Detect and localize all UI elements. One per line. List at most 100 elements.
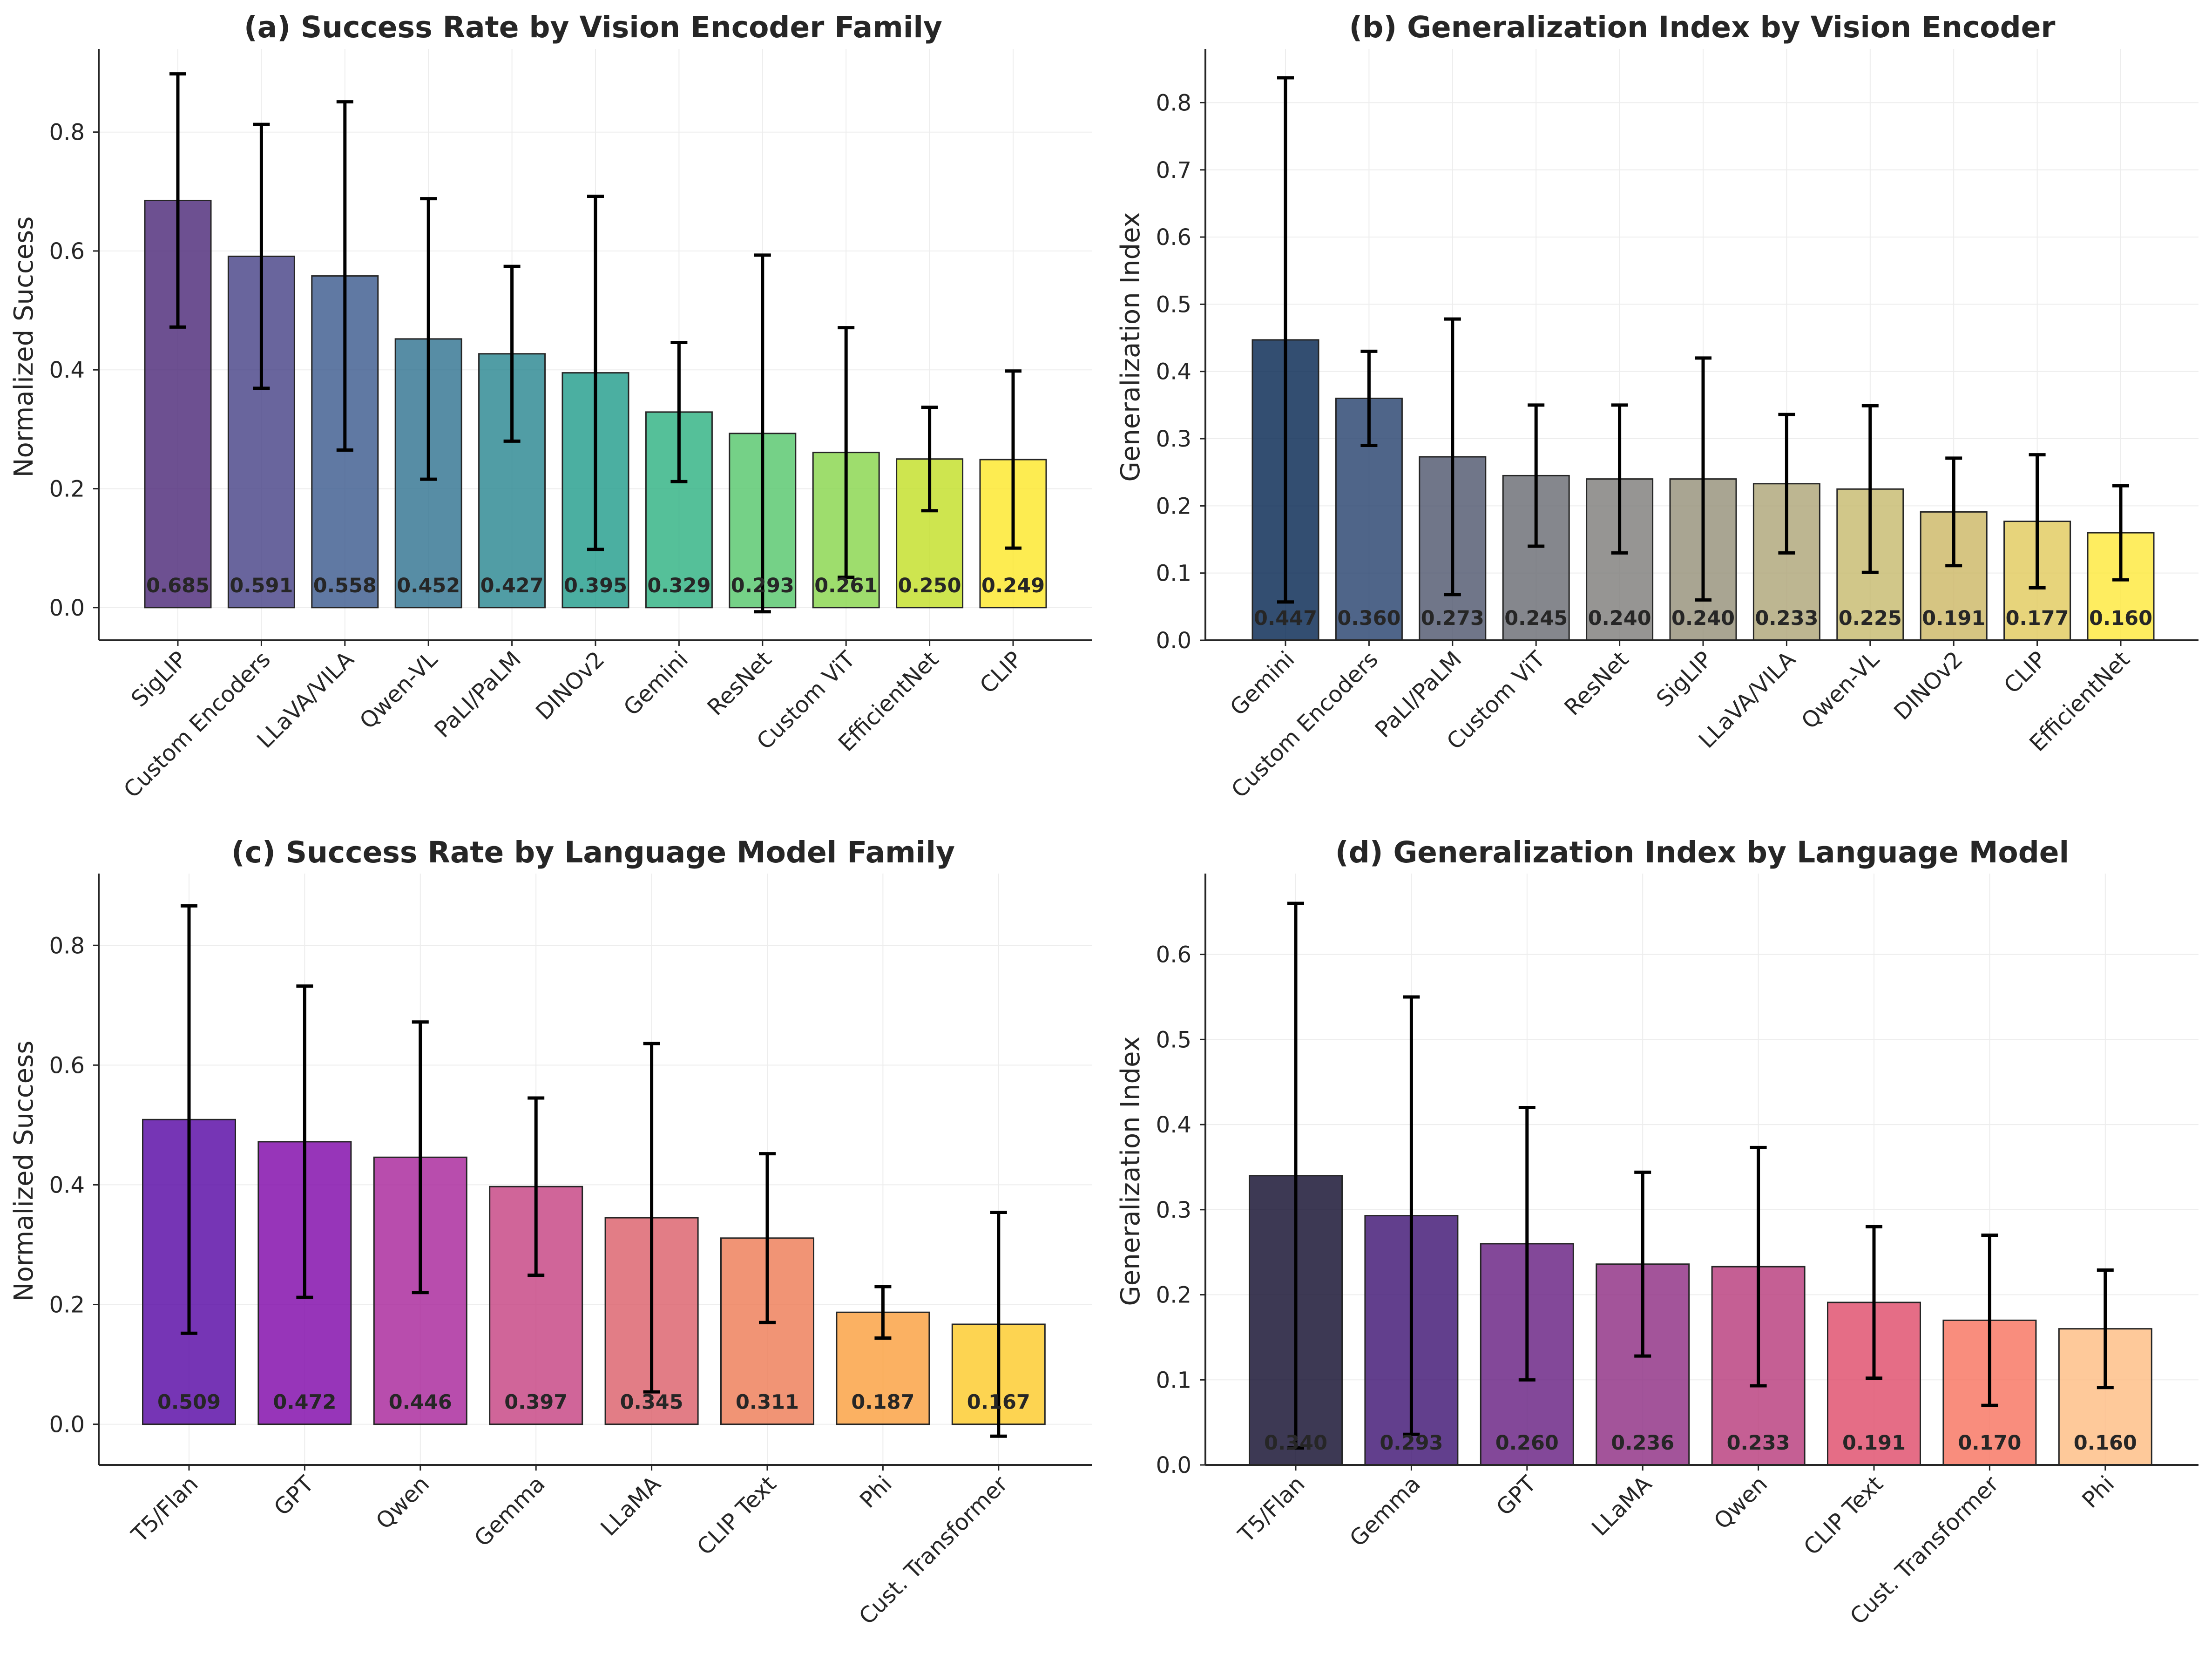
y-axis-label: Normalized Success <box>9 1041 39 1302</box>
data-label: 0.177 <box>2006 607 2069 630</box>
data-label: 0.360 <box>1337 607 1400 630</box>
chart-title: (d) Generalization Index by Language Mod… <box>1335 835 2069 869</box>
x-tick-label: Gemini <box>1225 646 1299 721</box>
panel-a: (a) Success Rate by Vision Encoder Famil… <box>9 10 1092 803</box>
y-tick-label: 0.8 <box>1156 90 1191 116</box>
data-label: 0.250 <box>898 574 961 597</box>
x-tick-label: ResNet <box>702 646 777 721</box>
y-axis-label: Normalized Success <box>9 217 39 478</box>
x-tick-label: Gemma <box>469 1471 550 1552</box>
y-tick-label: 0.5 <box>1156 291 1191 318</box>
chart-title: (a) Success Rate by Vision Encoder Famil… <box>244 10 942 44</box>
y-tick-label: 0.4 <box>1156 359 1191 385</box>
data-label: 0.427 <box>480 574 544 597</box>
y-tick-label: 0.6 <box>1156 942 1191 968</box>
x-tick-label: T5/Flan <box>1233 1471 1310 1548</box>
x-tick-label: CLIP Text <box>692 1471 781 1560</box>
x-tick-label: LLaMA <box>1587 1471 1657 1541</box>
data-label: 0.293 <box>1380 1431 1443 1455</box>
x-tick-label: Qwen <box>371 1471 434 1534</box>
data-label: 0.345 <box>620 1391 683 1414</box>
y-tick-label: 0.3 <box>1156 426 1191 452</box>
y-tick-label: 0.2 <box>1156 493 1191 519</box>
y-tick-label: 0.0 <box>1156 1452 1191 1478</box>
chart-title: (c) Success Rate by Language Model Famil… <box>231 835 955 869</box>
y-tick-label: 0.6 <box>49 238 85 264</box>
y-tick-label: 0.5 <box>1156 1027 1191 1053</box>
y-tick-label: 0.2 <box>1156 1282 1191 1308</box>
data-label: 0.591 <box>230 574 293 597</box>
y-tick-label: 0.1 <box>1156 561 1191 587</box>
data-label: 0.509 <box>157 1391 221 1414</box>
x-tick-label: Custom Encoders <box>119 646 276 803</box>
x-tick-label: Gemini <box>619 646 693 721</box>
y-tick-label: 0.7 <box>1156 157 1191 183</box>
data-label: 0.233 <box>1727 1431 1790 1455</box>
data-label: 0.397 <box>504 1391 568 1414</box>
y-axis-label: Generalization Index <box>1116 212 1146 481</box>
data-label: 0.160 <box>2089 607 2152 630</box>
data-label: 0.311 <box>736 1391 799 1414</box>
y-tick-label: 0.6 <box>49 1052 85 1078</box>
data-label: 0.273 <box>1421 607 1484 630</box>
data-label: 0.447 <box>1254 607 1317 630</box>
x-tick-label: Custom Encoders <box>1226 646 1383 803</box>
x-tick-label: LLaMA <box>595 1471 666 1541</box>
data-label: 0.261 <box>814 574 878 597</box>
data-label: 0.225 <box>1839 607 1902 630</box>
data-label: 0.293 <box>731 574 794 597</box>
y-tick-label: 0.1 <box>1156 1367 1191 1393</box>
y-tick-label: 0.0 <box>49 1412 85 1438</box>
x-tick-label: DINOv2 <box>531 646 610 725</box>
x-tick-label: GPT <box>1491 1471 1542 1521</box>
data-label: 0.685 <box>146 574 210 597</box>
y-tick-label: 0.4 <box>1156 1112 1191 1138</box>
data-label: 0.329 <box>647 574 710 597</box>
y-tick-label: 0.3 <box>1156 1197 1191 1223</box>
panel-d: (d) Generalization Index by Language Mod… <box>1116 835 2198 1630</box>
x-tick-label: CLIP Text <box>1799 1471 1888 1560</box>
data-label: 0.167 <box>967 1391 1030 1414</box>
data-label: 0.472 <box>273 1391 336 1414</box>
data-label: 0.340 <box>1264 1431 1327 1455</box>
data-label: 0.240 <box>1671 607 1735 630</box>
data-label: 0.249 <box>981 574 1045 597</box>
x-tick-label: Phi <box>2077 1471 2119 1513</box>
x-tick-label: T5/Flan <box>126 1471 203 1548</box>
data-label: 0.160 <box>2074 1431 2137 1455</box>
data-label: 0.236 <box>1611 1431 1674 1455</box>
x-tick-label: Qwen-VL <box>355 646 443 734</box>
x-tick-label: SigLIP <box>1651 646 1718 712</box>
y-axis-label: Generalization Index <box>1116 1036 1146 1306</box>
x-tick-label: PaLI/PaLM <box>429 646 526 743</box>
y-tick-label: 0.0 <box>1156 628 1191 654</box>
x-tick-label: SigLIP <box>126 646 192 712</box>
data-label: 0.245 <box>1504 607 1568 630</box>
y-tick-label: 0.2 <box>49 476 85 502</box>
y-tick-label: 0.0 <box>49 595 85 621</box>
y-tick-label: 0.8 <box>49 120 85 146</box>
x-tick-label: CLIP <box>975 646 1028 699</box>
x-tick-label: ResNet <box>1559 646 1634 721</box>
x-tick-label: Qwen <box>1709 1471 1772 1534</box>
x-tick-label: Gemma <box>1345 1471 1426 1552</box>
y-tick-label: 0.6 <box>1156 224 1191 251</box>
panel-b: (b) Generalization Index by Vision Encod… <box>1116 10 2198 803</box>
data-label: 0.395 <box>564 574 627 597</box>
x-tick-label: GPT <box>269 1471 319 1521</box>
data-label: 0.260 <box>1495 1431 1559 1455</box>
y-tick-label: 0.2 <box>49 1292 85 1318</box>
data-label: 0.191 <box>1922 607 1985 630</box>
y-tick-label: 0.8 <box>49 933 85 959</box>
data-label: 0.446 <box>389 1391 452 1414</box>
y-tick-label: 0.4 <box>49 1172 85 1198</box>
bar <box>144 199 212 609</box>
chart-title: (b) Generalization Index by Vision Encod… <box>1349 10 2056 44</box>
x-tick-label: Qwen-VL <box>1796 646 1884 734</box>
data-label: 0.558 <box>313 574 377 597</box>
x-tick-label: DINOv2 <box>1889 646 1968 725</box>
data-label: 0.240 <box>1588 607 1651 630</box>
bar <box>836 1311 930 1425</box>
x-tick-label: Phi <box>855 1471 897 1513</box>
